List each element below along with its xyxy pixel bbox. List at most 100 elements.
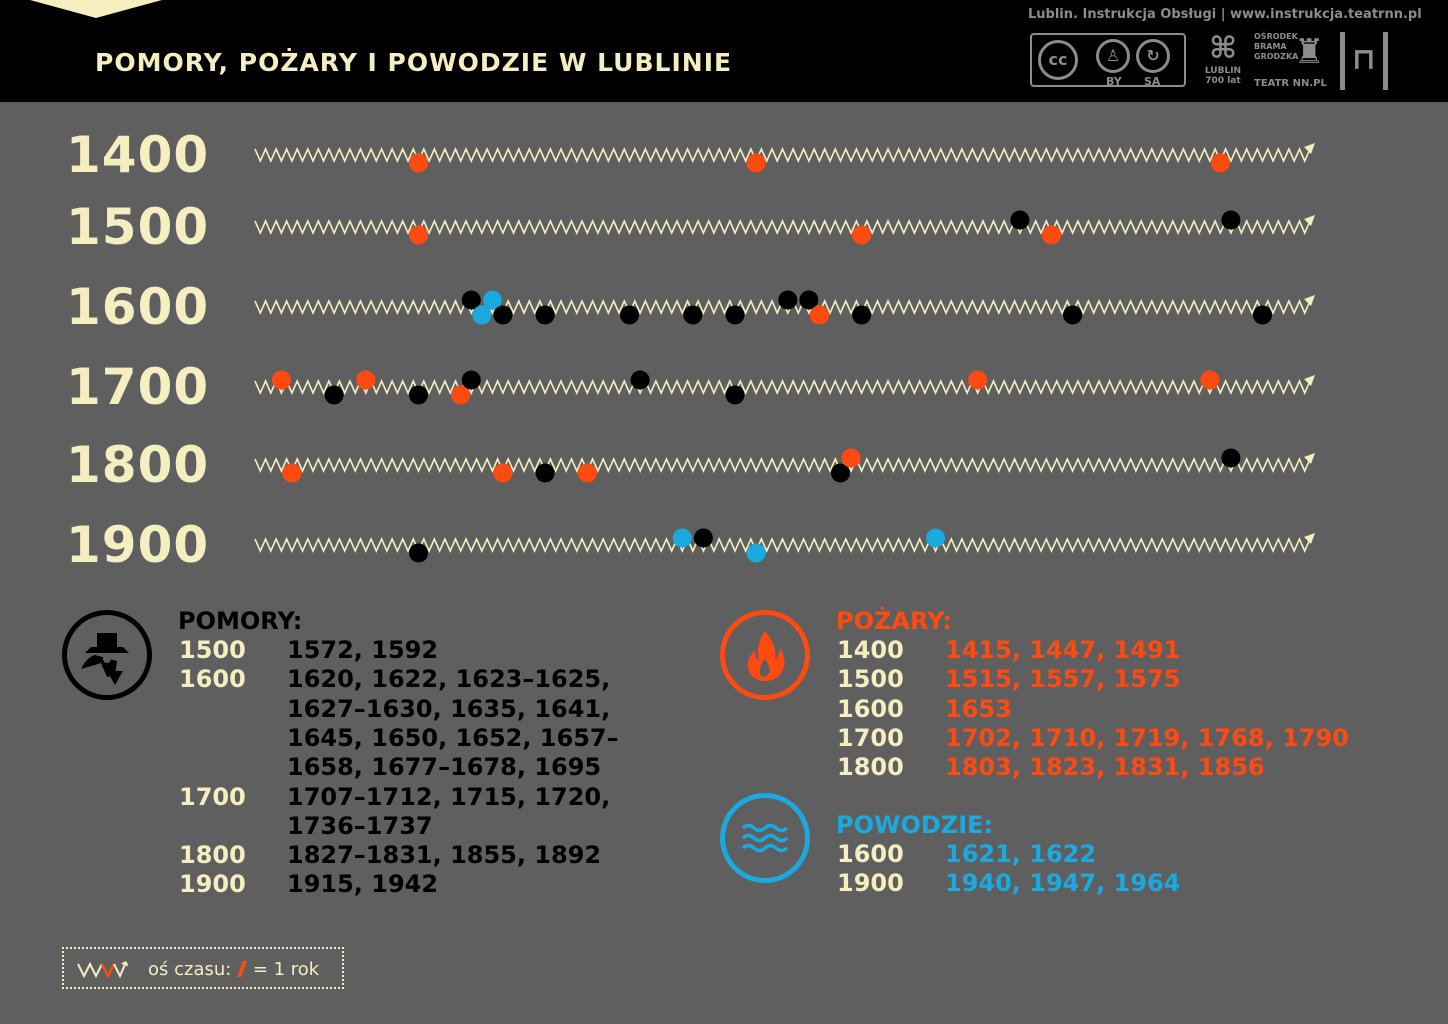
plague-legend-years: 1620, 1622, 1623–1625,: [287, 665, 611, 694]
plague-event-dot-1707: [324, 385, 344, 405]
plague-event-dot-1715: [409, 385, 428, 405]
plague-event-dot-1720: [461, 370, 481, 390]
fire-event-dot-1831: [577, 463, 597, 483]
plague-event-dot-1641: [683, 305, 703, 325]
plague-legend-years: 1658, 1677–1678, 1695: [287, 753, 602, 782]
plague-doctor-icon: [62, 610, 152, 700]
brama-logo-text: OŚRODEK BRAMA GRODZKA: [1254, 32, 1299, 61]
century-label-1500: 1500: [66, 198, 210, 256]
plague-event-dot-1650: [778, 290, 798, 310]
header-tab-shape: [30, 0, 162, 18]
mini-axis-icon: [77, 961, 128, 979]
plague-event-dot-1736: [630, 370, 650, 390]
cc-by-label: BY: [1106, 75, 1122, 88]
plague-event-dot-1745: [725, 385, 745, 405]
plague-legend-years: 1707–1712, 1715, 1720,: [287, 782, 611, 811]
teatr-logo-text: TEATR NN.PL: [1254, 78, 1327, 89]
timeline-axis-1700: [254, 379, 1311, 395]
cc-sa-label: SA: [1144, 75, 1161, 88]
cc-license-logo: cc ♙ ↻ BY SA: [1030, 33, 1186, 88]
fire-event-dot-1803: [282, 463, 302, 483]
plague-legend-years: 1736–1737: [287, 811, 433, 840]
flood-event-dot-1621: [472, 305, 492, 325]
plague-event-dot-1942: [693, 528, 713, 548]
fire-event-dot-1491: [1210, 153, 1230, 173]
fire-legend-years: 1415, 1447, 1491: [945, 636, 1181, 664]
flood-legend-title: POWODZIE:: [836, 811, 994, 839]
axis-note-label: oś czasu:: [148, 959, 232, 980]
nn-bracket-logo: ⊓: [1340, 32, 1388, 90]
timeline-axis-1400: [254, 147, 1311, 163]
fire-legend-title: POŻARY:: [836, 607, 953, 635]
plague-event-dot-1677: [1063, 305, 1083, 325]
plague-event-dot-1623: [493, 305, 513, 325]
plague-event-dot-1645: [725, 305, 745, 325]
fire-event-dot-1575: [1042, 225, 1061, 245]
flood-legend-years: 1940, 1947, 1964: [945, 869, 1181, 898]
header-bar: POMORY, POŻARY I POWODZIE W LUBLINIE Lub…: [0, 0, 1448, 102]
fire-event-dot-1790: [1200, 370, 1220, 390]
year-tick-icon: [237, 961, 247, 977]
century-label-1900: 1900: [66, 516, 210, 574]
fire-legend-years: 1702, 1710, 1719, 1768, 1790: [945, 723, 1349, 752]
fire-legend-years: 1653: [945, 694, 1012, 723]
cc-icon: cc: [1038, 40, 1078, 80]
fire-legend-years: 1803, 1823, 1831, 1856: [945, 753, 1265, 782]
timeline-chart: [254, 143, 1315, 563]
plague-event-dot-1855: [831, 463, 850, 483]
timeline-arrow-1500: [1304, 215, 1315, 226]
timeline-arrow-1400: [1304, 143, 1315, 154]
timeline-axis-1500: [254, 219, 1311, 235]
plague-legend-century: 1900: [179, 870, 246, 899]
fire-event-dot-1823: [493, 463, 513, 483]
plague-event-dot-1635: [620, 305, 639, 325]
lublin-emblem-icon: ⌘: [1209, 31, 1237, 66]
fire-event-dot-1768: [968, 370, 988, 390]
plague-legend-century: 1500: [179, 636, 246, 664]
century-label-1600: 1600: [66, 278, 210, 336]
statue-icon: ♜: [1294, 32, 1325, 72]
flood-event-dot-1622: [482, 290, 502, 310]
plague-event-dot-1657: [852, 305, 872, 325]
flame-icon: [720, 610, 810, 700]
flood-legend-century: 1900: [837, 869, 904, 898]
fire-event-dot-1702: [271, 370, 291, 390]
timeline-arrow-1800: [1304, 453, 1315, 464]
plague-event-dot-1620: [461, 290, 481, 310]
plague-legend-title: POMORY:: [178, 607, 303, 635]
fire-event-dot-1653: [809, 305, 829, 325]
century-label-1800: 1800: [66, 436, 210, 494]
fire-legend-century: 1800: [837, 753, 904, 782]
timeline-axis-1900: [254, 537, 1311, 553]
credit-text: Lublin. Instrukcja Obsługi | www.instruk…: [1028, 7, 1422, 22]
fire-event-dot-1515: [409, 225, 428, 245]
plague-event-dot-1695: [1253, 305, 1272, 325]
plague-legend-years: 1572, 1592: [287, 636, 439, 664]
lublin-logo-text: LUBLIN 700 lat: [1204, 66, 1242, 86]
fire-event-dot-1447: [746, 153, 766, 173]
fire-legend-century: 1500: [837, 665, 904, 694]
lublin-logo: ⌘ LUBLIN 700 lat: [1203, 32, 1243, 92]
brama-logo: OŚRODEK BRAMA GRODZKA ♜ TEATR NN.PL: [1254, 32, 1329, 92]
fire-legend-years: 1515, 1557, 1575: [945, 665, 1181, 694]
fire-event-dot-1856: [841, 448, 861, 468]
axis-note-text: oś czasu: = 1 rok: [148, 959, 319, 980]
axis-note-box: oś czasu: = 1 rok: [62, 947, 344, 989]
timeline-arrow-1900: [1304, 533, 1315, 544]
plague-event-dot-1572: [1010, 210, 1030, 230]
flood-legend-years: 1621, 1622: [945, 840, 1097, 868]
plague-legend-years: 1627–1630, 1635, 1641,: [287, 694, 611, 723]
plague-legend-century: 1700: [179, 782, 246, 811]
fire-event-dot-1415: [409, 153, 428, 173]
fire-event-dot-1719: [451, 385, 471, 405]
flood-event-dot-1964: [926, 528, 945, 548]
century-label-1400: 1400: [66, 126, 210, 184]
flood-event-dot-1940: [672, 528, 692, 548]
fire-legend-century: 1400: [837, 636, 904, 664]
fire-event-dot-1557: [852, 225, 872, 245]
fire-event-dot-1710: [356, 370, 376, 390]
axis-note-equals: = 1 rok: [252, 959, 320, 980]
flood-event-dot-1947: [746, 543, 766, 563]
flood-legend-century: 1600: [837, 840, 904, 868]
sa-icon: ↻: [1136, 39, 1170, 73]
